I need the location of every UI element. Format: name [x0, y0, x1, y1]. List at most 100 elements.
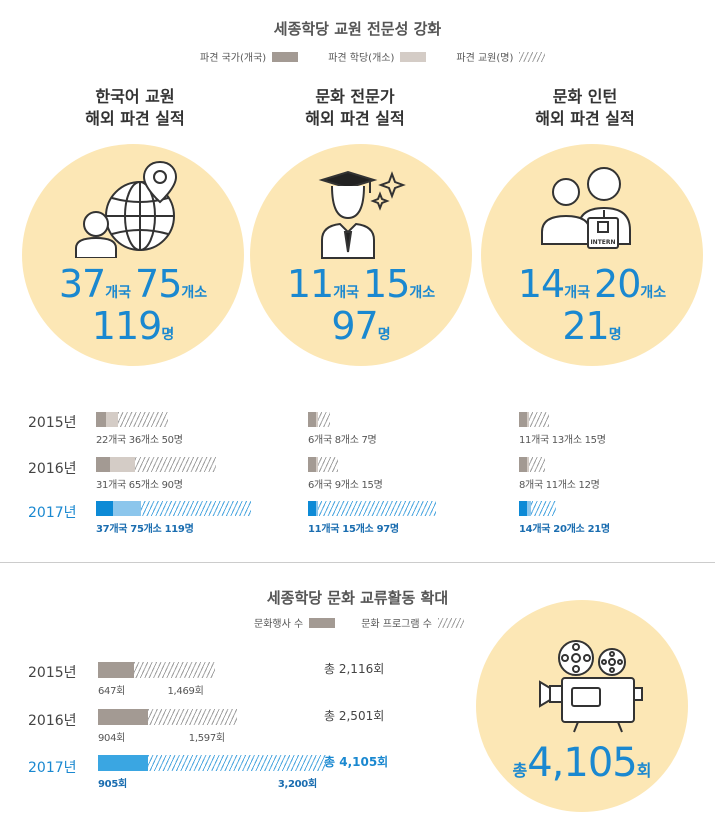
- bar-label-programs: 1,469회: [167, 686, 204, 697]
- big-schools: 20: [594, 262, 641, 306]
- legend-label: 파견 학당(개소): [328, 53, 395, 64]
- bar-caption: 31개국 65개소 90명: [96, 480, 183, 491]
- bar-segment-countries: [96, 412, 106, 427]
- category-title-line: 해외 파견 실적: [85, 109, 185, 128]
- bar-segment-countries: [519, 501, 527, 516]
- top-legend: 파견 국가(개국) 파견 학당(개소) 파견 교원(명): [200, 49, 546, 64]
- big-unit: 개소: [181, 285, 208, 301]
- legend-label: 파견 교원(명): [456, 53, 514, 64]
- bar-label-programs: 1,597회: [188, 733, 225, 744]
- total-unit: 회: [636, 761, 652, 780]
- big-unit: 개국: [333, 285, 359, 301]
- bar-segment-countries: [519, 457, 527, 472]
- legend-swatch: [272, 51, 299, 62]
- bottom-title: 세종학당 문화 교류활동 확대: [266, 589, 449, 607]
- legend-label: 파견 국가(개국): [200, 53, 267, 64]
- bar-label-events: 904회: [98, 733, 126, 744]
- bar-events: [98, 662, 134, 678]
- bar-total: 총 4,105회: [324, 755, 389, 769]
- big-countries: 11: [286, 262, 334, 306]
- big-unit: 명: [608, 327, 622, 343]
- big-stat-line: 97명: [250, 304, 472, 348]
- dispatch-bar: [96, 412, 168, 427]
- big-unit: 개국: [564, 285, 590, 301]
- big-unit: 개국: [105, 285, 131, 301]
- bar-label-events: 905회: [98, 779, 127, 790]
- big-stat-line: 21명: [481, 304, 703, 348]
- big-stat-line: 119명: [22, 304, 244, 348]
- big-stat-line: 11개국 15개소: [250, 262, 472, 306]
- bar-total: 총 2,116회: [324, 662, 385, 676]
- dispatch-bar: [308, 501, 437, 516]
- big-stat-line: 37개국 75개소: [22, 262, 244, 306]
- big-schools: 15: [363, 262, 410, 306]
- bar-caption: 14개국 20개소 21명: [519, 524, 610, 535]
- bar-label-programs: 3,200회: [277, 779, 317, 790]
- legend-label: 문화행사 수: [254, 619, 304, 630]
- big-people: 21: [562, 304, 609, 348]
- bar-caption: 8개국 11개소 12명: [519, 480, 600, 491]
- legend-swatch: [437, 617, 464, 628]
- dispatch-bar: [96, 501, 251, 516]
- bar-events: [98, 709, 149, 725]
- intern-badge-text: INTERN: [590, 239, 615, 246]
- bar-total: 총 2,501회: [324, 709, 385, 723]
- year-label: 2015년: [28, 415, 77, 431]
- category-title-line: 문화 인턴: [552, 87, 618, 106]
- big-unit: 명: [377, 327, 391, 343]
- dispatch-bar: [308, 457, 338, 472]
- total-value: 4,105: [527, 740, 638, 786]
- category-title-line: 해외 파견 실적: [535, 109, 635, 128]
- bar-segment-teachers: [308, 501, 437, 516]
- dispatch-bar: [519, 412, 549, 427]
- bar-caption: 6개국 9개소 15명: [308, 480, 383, 491]
- dispatch-bar: [308, 412, 330, 427]
- bar-programs: [133, 662, 216, 678]
- total-prefix: 총: [512, 761, 528, 780]
- big-unit: 개소: [640, 285, 667, 301]
- bar-caption: 37개국 75개소 119명: [96, 524, 194, 535]
- dispatch-bar: [519, 501, 557, 516]
- graduate-icon: [318, 170, 406, 259]
- dispatch-bar: [96, 457, 216, 472]
- category-title: 문화 전문가 해외 파견 실적: [255, 86, 455, 130]
- bar-programs: [148, 755, 326, 771]
- bar-segment-countries: [308, 457, 316, 472]
- top-title: 세종학당 교원 전문성 강화: [273, 20, 442, 38]
- legend-label: 문화 프로그램 수: [361, 619, 432, 630]
- bar-caption: 22개국 36개소 50명: [96, 435, 183, 446]
- legend-swatch: [309, 617, 336, 628]
- total-big: 총4,105회: [476, 740, 688, 786]
- bar-segment-countries: [519, 412, 527, 427]
- big-countries: 37: [58, 262, 106, 306]
- category-title-line: 문화 전문가: [315, 87, 395, 106]
- globe-person-icon: [75, 160, 178, 258]
- big-people: 119: [91, 304, 163, 348]
- section-divider: [0, 562, 715, 563]
- bar-segment-countries: [96, 457, 110, 472]
- bar-caption: 6개국 8개소 7명: [308, 435, 377, 446]
- bar-caption: 11개국 13개소 15명: [519, 435, 606, 446]
- category-title-line: 해외 파견 실적: [305, 109, 405, 128]
- film-projector-icon: [539, 640, 643, 733]
- year-label: 2016년: [28, 461, 77, 477]
- bar-segment-countries: [96, 501, 113, 516]
- bottom-legend: 문화행사 수 문화 프로그램 수: [254, 615, 464, 630]
- year-label: 2015년: [28, 665, 77, 681]
- big-countries: 14: [517, 262, 565, 306]
- bar-events: [98, 755, 149, 771]
- big-unit: 개소: [409, 285, 436, 301]
- year-label: 2017년: [28, 760, 77, 776]
- bar-segment-countries: [308, 501, 316, 516]
- bar-caption: 11개국 15개소 97명: [308, 524, 399, 535]
- big-people: 97: [331, 304, 378, 348]
- intern-icon: INTERN: [541, 167, 631, 249]
- big-schools: 75: [135, 262, 182, 306]
- big-unit: 명: [161, 327, 175, 343]
- category-title-line: 한국어 교원: [95, 87, 175, 106]
- big-stat-line: 14개국 20개소: [481, 262, 703, 306]
- bar-segment-countries: [308, 412, 316, 427]
- bar-label-events: 647회: [98, 686, 126, 697]
- bar-programs: [148, 709, 237, 725]
- year-label: 2016년: [28, 713, 77, 729]
